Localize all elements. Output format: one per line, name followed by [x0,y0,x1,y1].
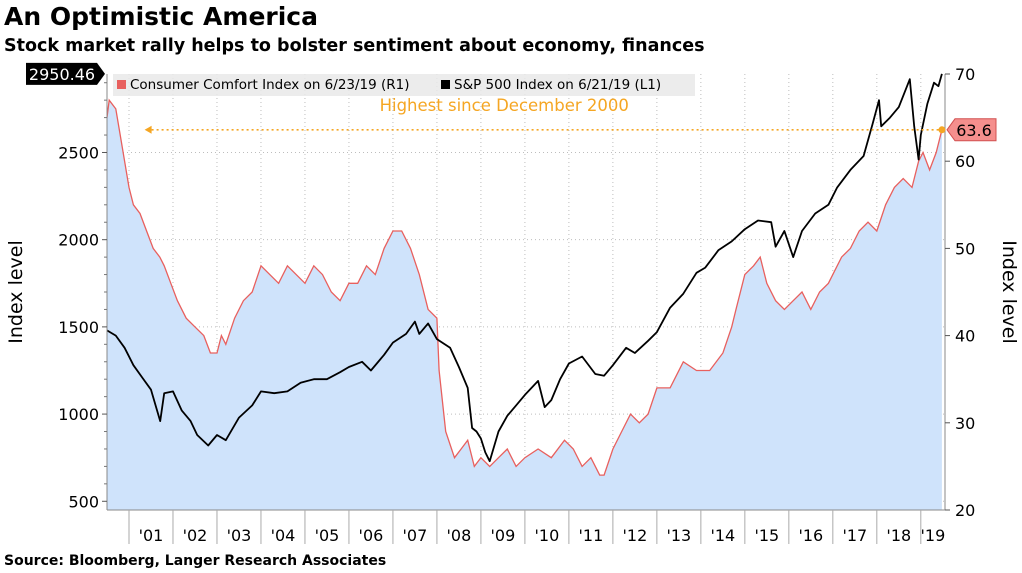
legend-swatch-sp500 [441,80,450,89]
right-tick-label: 60 [955,152,975,171]
highlight-label: Highest since December 2000 [380,96,629,115]
chart-subtitle: Stock market rally helps to bolster sent… [4,36,705,56]
legend-label-comfort: Consumer Comfort Index on 6/23/19 (R1) [130,77,410,93]
x-tick-label: '14 [710,526,735,545]
highlight-arrowhead [144,125,152,134]
x-tick-label: '07 [403,526,428,545]
x-tick-label: '06 [359,526,384,545]
x-tick-label: '11 [579,526,604,545]
legend-box [113,74,695,96]
x-axis: '01 '02 '03 '04 '05 '06 '07 '08 '09 '10 '11 '12 '13 '… [107,509,946,545]
legend-swatch-comfort [117,80,126,89]
left-tick-label: 1000 [58,405,99,424]
chart-title: An Optimistic America [4,2,319,31]
x-tick-label: '18 [886,526,911,545]
x-tick-label: '05 [315,526,340,545]
highlight-annotation: Highest since December 2000 [144,96,946,134]
left-axis-title: Index level [5,240,27,344]
highlight-endpoint [938,126,946,134]
x-tick-label: '08 [447,526,472,545]
sp500-line [106,73,943,463]
comfort-last-value: 63.6 [956,121,992,140]
right-tick-label: 40 [955,327,975,346]
x-tick-label: '15 [754,526,779,545]
x-tick-label: '10 [535,526,560,545]
comfort-last-value-tag [946,118,997,142]
left-tick-label: 500 [68,492,99,511]
grid [107,74,945,510]
right-axis-title: Index level [998,240,1020,344]
x-tick-label: '16 [798,526,823,545]
last-value-tags: 2950.46 63.6 [26,62,997,142]
x-tick-label: '04 [271,526,296,545]
legend-label-sp500: S&P 500 Index on 6/21/19 (L1) [454,77,661,93]
right-tick-label: 20 [955,501,975,520]
x-tick-label: '13 [666,526,691,545]
sp500-last-value-tag [26,62,105,85]
x-tick-label: '17 [842,526,867,545]
right-tick-label: 70 [955,65,975,84]
legend: Consumer Comfort Index on 6/23/19 (R1) S&… [113,74,695,96]
x-tick-label: '19 [921,526,946,545]
right-axis: 20 30 40 50 60 70 Index level [944,65,1020,520]
x-tick-label: '09 [491,526,516,545]
comfort-index-area [107,100,942,510]
right-tick-label: 30 [955,414,975,433]
left-tick-label: 2500 [58,143,99,162]
left-axis: 500 1000 1500 2000 2500 Index level [5,74,108,511]
x-tick-label: '03 [227,526,252,545]
x-tick-label: '12 [622,526,647,545]
x-tick-label: '02 [183,526,208,545]
comfort-index-line [106,98,943,476]
sp500-last-value: 2950.46 [29,65,95,84]
right-tick-label: 50 [955,239,975,258]
x-tick-label: '01 [139,526,164,545]
left-tick-label: 1500 [58,318,99,337]
source-note: Source: Bloomberg, Langer Research Assoc… [4,553,387,569]
left-tick-label: 2000 [58,231,99,250]
